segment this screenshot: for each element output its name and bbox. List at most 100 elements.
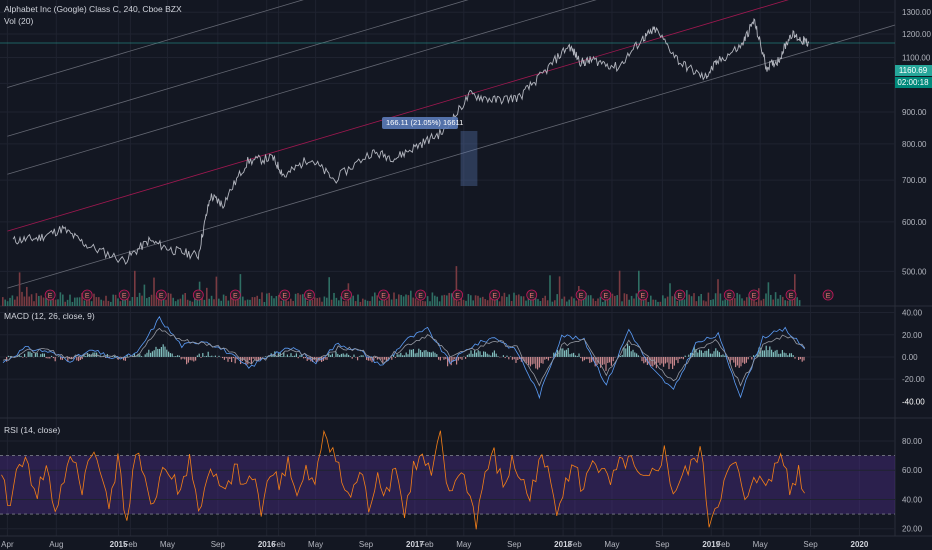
macd-histogram-bar (376, 356, 378, 360)
macd-histogram-bar (421, 352, 423, 357)
volume-bar (659, 301, 662, 306)
volume-bar (352, 295, 354, 306)
macd-histogram-bar (610, 356, 612, 366)
volume-bar (695, 301, 698, 306)
macd-histogram-bar (243, 356, 245, 360)
earnings-marker-label: E (282, 293, 287, 300)
x-tick-label: Sep (507, 540, 522, 549)
earnings-marker (304, 289, 315, 301)
macd-histogram-bar (738, 356, 740, 368)
volume-bar (28, 296, 30, 306)
macd-histogram-bar (375, 356, 377, 358)
macd-histogram-bar (448, 356, 450, 363)
volume-bar (150, 294, 153, 306)
macd-histogram-bar (418, 348, 420, 357)
macd-histogram-bar (182, 356, 184, 359)
y-tick-label: 900.00 (902, 108, 927, 117)
macd-histogram-bar (187, 356, 189, 363)
volume-bar (90, 301, 93, 306)
macd-histogram-bar (349, 356, 351, 357)
macd-histogram-bar (578, 353, 580, 357)
macd-histogram-bar (573, 352, 575, 357)
volume-bar (614, 295, 616, 306)
volume-bar (654, 299, 657, 306)
volume-bar (333, 292, 335, 306)
macd-histogram-bar (684, 355, 686, 357)
volume-bar (102, 300, 105, 306)
macd-histogram-bar (384, 356, 386, 360)
macd-histogram-bar (605, 356, 607, 371)
volume-bar (309, 299, 311, 306)
volume-bar (621, 301, 623, 306)
volume-bar (400, 294, 402, 306)
macd-histogram-bar (184, 356, 186, 360)
macd-histogram-bar (794, 356, 796, 359)
volume-bar (110, 301, 112, 306)
macd-histogram-bar (400, 352, 402, 357)
macd-histogram-bar (724, 355, 726, 357)
volume-bar (100, 299, 102, 306)
volume-bar (395, 298, 398, 306)
earnings-marker-label: E (752, 293, 757, 300)
macd-histogram-bar (546, 356, 548, 359)
volume-bar (191, 301, 194, 306)
macd-line (2, 315, 806, 400)
macd-histogram-bar (668, 356, 670, 370)
volume-bar (664, 298, 666, 306)
volume-bar (282, 299, 285, 306)
macd-histogram-bar (502, 355, 504, 357)
volume-bar (609, 292, 611, 306)
macd-histogram-bar (67, 356, 69, 362)
volume-bar (311, 299, 314, 306)
volume-bar (261, 292, 263, 306)
volume-bar (700, 293, 702, 306)
macd-histogram-bar (425, 350, 427, 357)
volume-bar (710, 299, 712, 306)
macd-histogram-bar (495, 353, 497, 357)
macd-histogram-bar (486, 353, 488, 357)
volume-bar (146, 298, 148, 306)
macd-histogram-bar (745, 356, 747, 363)
volume-bar (662, 295, 664, 306)
y-tick-label: 20.00 (902, 331, 923, 340)
volume-bar (134, 270, 136, 306)
volume-bar (467, 293, 470, 306)
volume-bar (378, 300, 381, 306)
macd-histogram-bar (54, 356, 56, 362)
macd-histogram-bar (70, 356, 72, 360)
volume-bar (532, 296, 534, 306)
volume-bar (186, 299, 189, 306)
macd-histogram-bar (358, 356, 360, 357)
y-tick-label: 1200.00 (902, 30, 931, 39)
volume-bar (263, 301, 266, 306)
macd-histogram-bar (200, 356, 202, 358)
macd-histogram-bar (772, 352, 774, 357)
earnings-marker (341, 289, 352, 301)
macd-histogram-bar (603, 356, 605, 365)
volume-bar (734, 298, 736, 306)
earnings-marker (192, 289, 204, 301)
volume-bar (611, 293, 614, 306)
earnings-marker-label: E (641, 293, 646, 300)
volume-bar (254, 297, 256, 306)
channel-lower-line (7, 24, 896, 289)
macd-histogram-bar (272, 355, 274, 357)
y-tick-label: -20.00 (902, 375, 925, 384)
macd-histogram-bar (42, 353, 44, 357)
macd-histogram-bar (756, 353, 758, 357)
macd-histogram-bar (713, 351, 715, 357)
volume-bar (393, 292, 395, 306)
macd-histogram-bar (177, 355, 179, 357)
volume-bar (179, 298, 182, 306)
volume-bar (131, 297, 134, 306)
macd-histogram-bar (398, 354, 400, 357)
macd-histogram-bar (240, 356, 242, 365)
volume-bar (717, 279, 719, 306)
volume-bar (702, 300, 705, 306)
macd-histogram-bar (492, 352, 494, 357)
macd-histogram-bar (232, 356, 234, 359)
macd-histogram-bar (625, 348, 627, 357)
y-tick-label: 500.00 (902, 267, 927, 276)
